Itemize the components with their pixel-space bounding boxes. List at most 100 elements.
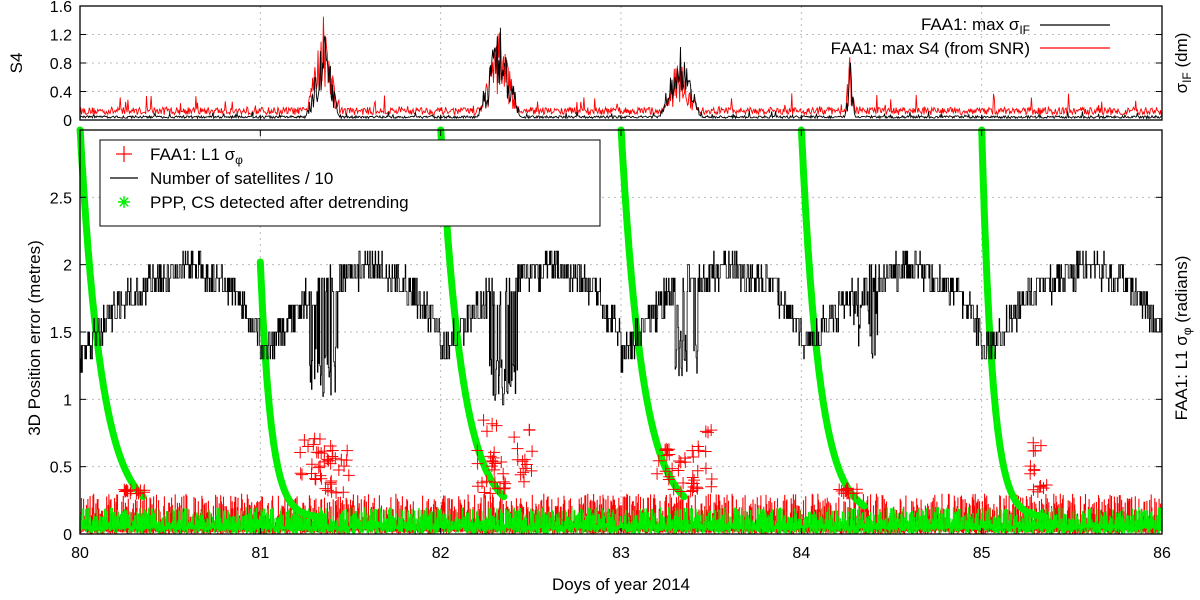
- x-tick-label: 85: [973, 545, 991, 562]
- red-plus-marker: [298, 434, 311, 447]
- bottom-right-label-sub: φ: [1180, 327, 1194, 335]
- red-plus-marker: [1037, 482, 1050, 495]
- x-tick-label: 80: [71, 545, 89, 562]
- red-plus-marker: [341, 444, 354, 457]
- bottom-legend-label-1-sub: φ: [235, 153, 243, 167]
- bottom-y-tick-label: 1: [63, 392, 72, 409]
- red-plus-marker: [1034, 439, 1047, 452]
- bottom-legend-label-3: PPP, CS detected after detrending: [150, 193, 409, 212]
- bottom-right-label-unit: (radians): [1172, 256, 1191, 328]
- red-plus-marker: [324, 440, 337, 453]
- red-plus-marker: [477, 414, 490, 427]
- legend-plus-icon: [116, 146, 132, 162]
- red-plus-marker: [484, 487, 497, 500]
- bottom-y-tick-label: 2.5: [50, 190, 72, 207]
- red-plus-marker: [314, 460, 327, 473]
- red-plus-marker: [319, 482, 332, 495]
- bottom-y-axis-label-left: 3D Position error (metres): [25, 240, 44, 436]
- red-plus-marker: [471, 444, 484, 457]
- red-plus-marker: [690, 481, 703, 494]
- red-plus-marker: [484, 450, 497, 463]
- red-plus-marker: [847, 487, 860, 500]
- red-plus-marker: [294, 446, 307, 459]
- red-plus-marker: [329, 452, 342, 465]
- top-y-tick-label: 0.8: [50, 56, 72, 73]
- red-plus-marker: [520, 458, 533, 471]
- bottom-legend: FAA1: L1 σφ Number of satellites / 10 PP…: [99, 139, 601, 227]
- red-plus-marker: [699, 425, 712, 438]
- red-plus-marker: [673, 454, 686, 467]
- black-satellites-line: [80, 250, 1163, 406]
- red-plus-marker: [688, 474, 701, 487]
- top-y-ticks: 0 0.4 0.8 1.2 1.6: [50, 0, 1162, 130]
- red-plus-marker: [1040, 479, 1053, 492]
- red-plus-marker: [480, 425, 493, 438]
- x-tick-label: 84: [792, 545, 810, 562]
- bottom-legend-label-2: Number of satellites / 10: [150, 169, 333, 188]
- red-plus-marker: [337, 486, 350, 499]
- top-legend-label-2: FAA1: max S4 (from SNR): [831, 39, 1030, 58]
- red-plus-marker: [525, 464, 538, 477]
- red-plus-marker: [692, 444, 705, 457]
- red-plus-marker: [119, 485, 132, 498]
- red-plus-marker: [480, 475, 493, 488]
- bottom-legend-marker-1: [116, 146, 132, 162]
- red-plus-marker: [666, 462, 679, 475]
- red-plus-marker: [489, 457, 502, 470]
- red-plus-marker: [326, 450, 339, 463]
- red-plus-marker: [330, 486, 343, 499]
- red-plus-marker: [672, 464, 685, 477]
- red-plus-marker: [523, 423, 536, 436]
- red-plus-marker: [701, 426, 714, 439]
- red-plus-marker: [305, 458, 318, 471]
- bottom-panel: 0 0.5 1 1.5 2 2.5 80 81 82 83 84 85 86 3D Position …: [25, 126, 1194, 594]
- red-plus-marker: [663, 448, 676, 461]
- red-plus-marker: [497, 482, 510, 495]
- bottom-series-layer: [76, 126, 1163, 534]
- red-plus-marker: [514, 468, 527, 481]
- red-plus-marker: [342, 469, 355, 482]
- x-tick-label: 86: [1153, 545, 1171, 562]
- legend-star-icon: [118, 196, 130, 208]
- red-plus-marker: [313, 432, 326, 445]
- top-y-tick-label: 0: [63, 113, 72, 130]
- top-y-axis-label-left: S4: [7, 53, 26, 74]
- top-legend: FAA1: max σIF FAA1: max S4 (from SNR): [831, 15, 1110, 58]
- red-plus-marker: [294, 467, 307, 480]
- red-plus-marker: [662, 473, 675, 486]
- red-plus-marker: [667, 483, 680, 496]
- top-panel: 00.40.81.21.6 S4 σIF (dm) FAA1: max σIF …: [7, 0, 1194, 130]
- red-plus-marker: [691, 482, 704, 495]
- red-plus-marker: [684, 485, 697, 498]
- red-plus-marker: [118, 483, 131, 496]
- red-plus-marker: [660, 449, 673, 462]
- red-plus-marker: [332, 464, 345, 477]
- red-plus-marker: [699, 445, 712, 458]
- bottom-legend-label-1-text: FAA1: L1 σ: [150, 145, 236, 164]
- bottom-y-tick-label: 0.5: [50, 460, 72, 477]
- top-gridlines: [80, 6, 1162, 120]
- red-plus-marker: [497, 467, 510, 480]
- top-y-tick-label: 1.6: [50, 0, 72, 16]
- red-plus-marker: [1034, 480, 1047, 493]
- top-legend-label-1-text: FAA1: max σ: [921, 15, 1020, 34]
- red-plus-marker: [318, 445, 331, 458]
- red-plus-marker: [1029, 444, 1042, 457]
- bottom-y-ticks: 0 0.5 1 1.5 2 2.5: [50, 190, 1162, 544]
- red-plus-marker: [833, 483, 846, 496]
- red-plus-marker: [508, 431, 521, 444]
- red-plus-marker: [486, 455, 499, 468]
- top-right-label-sub: IF: [1180, 72, 1194, 83]
- red-plus-marker: [1028, 463, 1041, 476]
- red-plus-marker: [325, 475, 338, 488]
- red-plus-marker: [651, 467, 664, 480]
- bottom-right-label-symbol: FAA1: L1 σ: [1172, 335, 1191, 421]
- green-ppp-reset-decay: [76, 126, 147, 501]
- red-plus-marker: [490, 419, 503, 432]
- top-legend-label-1-sub: IF: [1019, 23, 1030, 37]
- x-tick-label: 82: [432, 545, 450, 562]
- bottom-y-tick-label: 0: [63, 527, 72, 544]
- red-plus-marker: [499, 477, 512, 490]
- red-plus-marker: [309, 472, 322, 485]
